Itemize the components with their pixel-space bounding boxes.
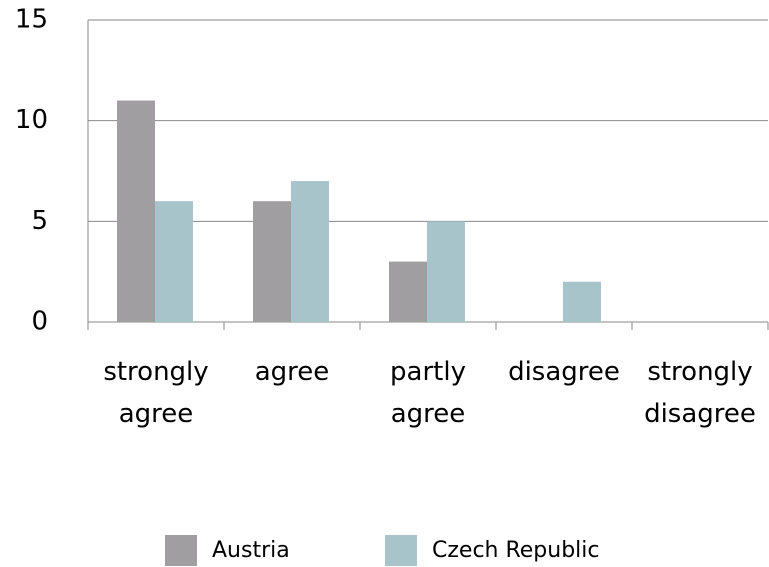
bar	[155, 201, 193, 322]
bar	[389, 261, 427, 322]
legend-swatch	[385, 535, 417, 566]
x-tick-label: partly agree	[390, 357, 466, 429]
bar	[117, 100, 155, 323]
bar	[291, 181, 329, 322]
y-tick-label: 0	[31, 307, 48, 337]
bar	[427, 221, 465, 322]
x-tick-label: agree	[255, 357, 330, 387]
y-tick-label: 15	[15, 5, 48, 35]
legend-label: Czech Republic	[432, 538, 600, 563]
x-tick-label: strongly agree	[103, 357, 208, 429]
legend-swatch	[165, 535, 197, 566]
y-tick-label: 10	[15, 105, 48, 135]
bar	[253, 201, 291, 322]
y-tick-label: 5	[31, 206, 48, 236]
x-tick-label: disagree	[508, 357, 620, 387]
legend-label: Austria	[212, 538, 290, 563]
bar	[563, 281, 601, 322]
x-tick-label: strongly disagree	[644, 357, 756, 429]
